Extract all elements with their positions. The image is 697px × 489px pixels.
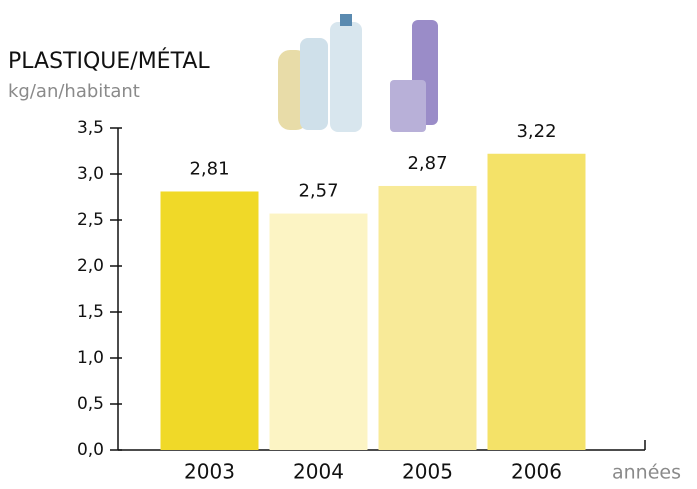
y-tick-label: 2,0 xyxy=(77,256,104,276)
bar xyxy=(487,153,586,450)
value-label: 2,57 xyxy=(298,181,338,202)
value-label: 2,87 xyxy=(407,153,447,174)
y-tick-label: 2,5 xyxy=(77,210,104,230)
value-label: 2,81 xyxy=(189,158,229,179)
bar xyxy=(378,185,477,450)
y-tick-label: 1,0 xyxy=(77,348,104,368)
y-tick-label: 3,0 xyxy=(77,164,104,184)
x-tick-label: 2005 xyxy=(402,460,453,484)
y-tick-label: 3,5 xyxy=(77,118,104,138)
x-axis-label: années xyxy=(612,462,681,484)
x-tick-label: 2003 xyxy=(184,460,235,484)
bar xyxy=(160,191,259,451)
y-tick-label: 0,0 xyxy=(77,440,104,460)
bar xyxy=(269,213,368,450)
value-label: 3,22 xyxy=(516,121,556,142)
decoration-bottles xyxy=(278,14,438,132)
x-tick-label: 2004 xyxy=(293,460,344,484)
y-tick-label: 0,5 xyxy=(77,394,104,414)
chart-subtitle: kg/an/habitant xyxy=(8,81,140,102)
x-tick-label: 2006 xyxy=(511,460,562,484)
y-tick-label: 1,5 xyxy=(77,302,104,322)
chart-title: PLASTIQUE/MÉTAL xyxy=(8,48,210,74)
